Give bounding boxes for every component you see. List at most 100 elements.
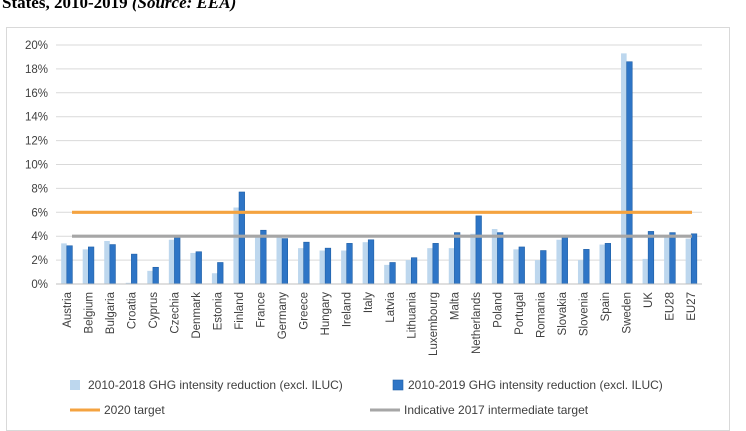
x-tick-label: Latvia [385, 291, 397, 322]
x-tick-label: Sweden [622, 292, 634, 334]
bar-2019-finland [238, 191, 245, 285]
bar-2019-eu27 [690, 233, 698, 285]
bar-2018-czechia [168, 239, 175, 284]
bar-2018-croatia [125, 282, 132, 284]
legend-label-2017-target: Indicative 2017 intermediate target [404, 403, 589, 417]
y-tick-label: 6% [31, 207, 48, 219]
x-tick-label: Greece [299, 292, 311, 330]
y-tick-label: 4% [31, 231, 48, 243]
x-tick-label: Bulgaria [105, 291, 117, 334]
bar-2019-france [260, 229, 267, 285]
caption-text: States, 2010-2019 [2, 0, 128, 12]
bar-2019-eu28 [669, 232, 676, 285]
bar-2018-sweden [621, 53, 627, 284]
bar-2018-eu28 [664, 237, 670, 284]
legend-label-2018: 2010-2018 GHG intensity reduction (excl.… [88, 378, 343, 392]
bar-2018-malta [448, 248, 455, 284]
bar-2018-finland [233, 207, 240, 284]
bar-2018-eu27 [685, 238, 692, 284]
bar-2019-greece [303, 241, 310, 285]
bar-2018-germany [276, 237, 283, 284]
bar-2018-latvia [384, 264, 390, 284]
x-tick-label: Slovenia [579, 291, 591, 336]
chart-frame [6, 27, 730, 431]
bar-2018-romania [534, 260, 541, 284]
y-tick-label: 16% [25, 88, 48, 100]
x-tick-label: Croatia [126, 291, 138, 329]
bar-2018-bulgaria [104, 240, 110, 284]
x-tick-label: Germany [277, 292, 289, 340]
y-tick-label: 20% [25, 40, 48, 52]
bar-2019-czechia [174, 237, 181, 285]
y-tick-label: 18% [25, 64, 48, 76]
x-tick-label: UK [643, 292, 655, 308]
x-tick-label: Austria [62, 291, 74, 327]
legend-swatch-2018 [70, 380, 80, 390]
y-tick-label: 14% [25, 112, 48, 124]
bar-2018-uk [642, 258, 649, 284]
bar-2019-estonia [217, 262, 224, 285]
bar-2019-uk [647, 231, 655, 285]
x-tick-label: Finland [234, 292, 246, 330]
bar-2018-ireland [341, 250, 347, 284]
x-tick-label: Ireland [342, 292, 354, 327]
legend-swatch-2019 [392, 379, 404, 391]
bar-2018-italy [362, 242, 369, 284]
bar-2018-spain [599, 244, 606, 284]
x-tick-label: Hungary [320, 292, 332, 336]
caption-source: (Source: EEA) [131, 0, 237, 12]
bar-2018-france [254, 236, 261, 284]
x-tick-label: Lithuania [406, 291, 418, 338]
y-tick-label: 0% [31, 279, 48, 291]
bar-2019-cyprus [152, 266, 159, 285]
bar-2018-lithuania [405, 260, 412, 284]
bar-2018-cyprus [147, 270, 153, 284]
bar-2019-lithuania [410, 257, 418, 285]
x-tick-label: Netherlands [471, 292, 483, 354]
figure-caption: States, 2010-2019 (Source: EEA) [2, 0, 236, 13]
y-tick-label: 12% [25, 136, 48, 148]
bar-2019-italy [367, 239, 375, 285]
x-tick-label: Spain [600, 292, 612, 321]
x-tick-label: Slovakia [557, 291, 569, 335]
x-tick-label: EU27 [686, 292, 698, 321]
x-tick-label: Malta [449, 291, 461, 320]
bar-2018-luxembourg [427, 248, 433, 284]
bar-2019-slovenia [583, 249, 590, 285]
bar-2018-hungary [319, 250, 326, 284]
bar-2019-spain [604, 243, 611, 285]
x-tick-label: Belgium [83, 292, 95, 334]
bar-2019-portugal [518, 246, 525, 285]
bar-2019-malta [454, 232, 461, 285]
bar-2018-portugal [513, 249, 519, 284]
legend-label-2020-target: 2020 target [104, 403, 165, 417]
x-tick-label: Luxembourg [428, 292, 440, 356]
x-tick-label: Romania [536, 291, 548, 338]
bar-2018-slovenia [577, 260, 584, 284]
bar-2018-belgium [82, 249, 89, 284]
bar-2019-netherlands [475, 215, 482, 285]
bar-chart: 0% 2% 4% 6% 8% 10% 12% 14% 16% 18% 20% Austria Belgi… [25, 40, 702, 417]
legend-label-2019: 2010-2019 GHG intensity reduction (excl.… [408, 378, 663, 392]
x-tick-label: Denmark [191, 292, 203, 339]
bar-2019-belgium [88, 246, 95, 285]
bar-2018-netherlands [470, 233, 476, 284]
bar-2019-austria [66, 245, 73, 285]
x-tick-label: Estonia [213, 291, 225, 330]
bar-2019-bulgaria [109, 244, 116, 285]
x-tick-label: France [256, 292, 268, 328]
bar-2019-poland [497, 232, 504, 285]
x-tick-label: Italy [363, 292, 375, 313]
y-tick-label: 10% [25, 160, 48, 172]
bar-2019-denmark [195, 251, 202, 285]
bar-2019-croatia [131, 253, 138, 285]
bar-2019-luxembourg [432, 243, 439, 285]
bar-2019-hungary [324, 247, 332, 285]
bar-2019-latvia [389, 262, 396, 285]
bar-2018-austria [61, 243, 67, 284]
bar-2019-romania [540, 250, 547, 285]
bar-2019-germany [281, 238, 289, 285]
x-tick-label: EU28 [665, 292, 677, 321]
x-tick-label: Czechia [169, 291, 181, 333]
bar-2019-ireland [346, 243, 353, 285]
